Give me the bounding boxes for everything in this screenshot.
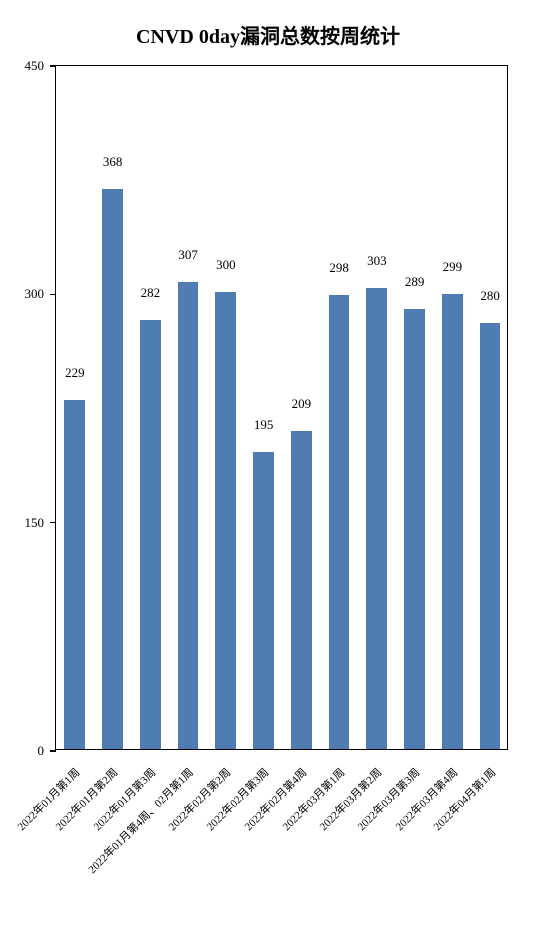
bar-value-label: 368 <box>103 154 123 170</box>
bar-value-label: 307 <box>178 247 198 263</box>
bar-value-label: 280 <box>480 288 500 304</box>
ytick-mark <box>50 522 56 524</box>
bar-value-label: 300 <box>216 257 236 273</box>
ytick-mark <box>50 750 56 752</box>
bar <box>102 189 123 749</box>
bar <box>366 288 387 749</box>
bar <box>64 400 85 749</box>
bar-value-label: 299 <box>443 259 463 275</box>
bar-value-label: 209 <box>292 396 312 412</box>
ytick-label: 300 <box>25 286 45 302</box>
bar <box>215 292 236 749</box>
chart-container: CNVD 0day漏洞总数按周统计 0 150 300 450 229 368 282 30… <box>0 0 536 948</box>
bar <box>329 295 350 749</box>
bar <box>253 452 274 749</box>
ytick-mark <box>50 65 56 67</box>
plot-area: 0150300450 22936828230730019520929830328… <box>55 65 508 750</box>
bar-value-label: 282 <box>141 285 161 301</box>
bar-value-label: 289 <box>405 274 425 290</box>
bar <box>442 294 463 749</box>
bar-value-label: 298 <box>329 260 349 276</box>
chart-title: CNVD 0day漏洞总数按周统计 <box>0 20 536 49</box>
ytick-label: 450 <box>25 58 45 74</box>
bar-value-label: 229 <box>65 365 85 381</box>
bar <box>178 282 199 749</box>
ytick-mark <box>50 294 56 296</box>
bar-value-label: 303 <box>367 253 387 269</box>
bar <box>291 431 312 749</box>
ytick-label: 0 <box>38 743 45 759</box>
bar-value-label: 195 <box>254 417 274 433</box>
ytick-label: 150 <box>25 515 45 531</box>
bar <box>480 323 501 749</box>
bar <box>404 309 425 749</box>
bar <box>140 320 161 749</box>
